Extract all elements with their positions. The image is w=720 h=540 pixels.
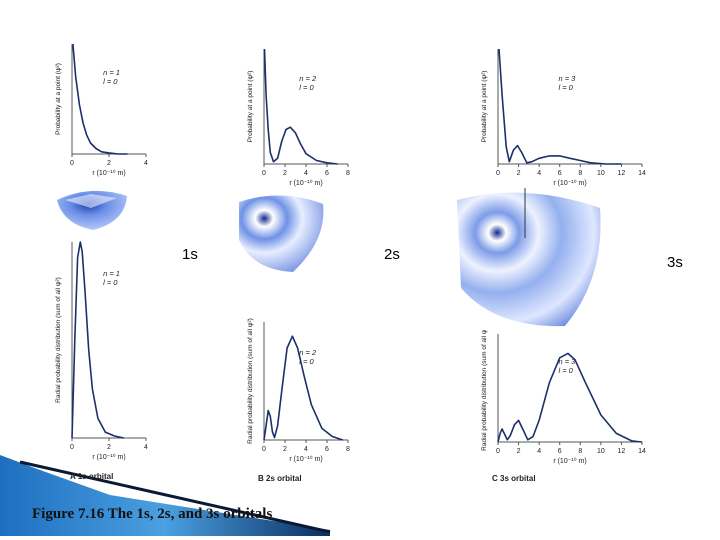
chart-prob-2s: 0 2 4 6 8 r (10⁻¹⁰ m) Probability at a point (… [247,48,350,187]
band-edge [19,460,331,534]
orbital-title-2s: 2s [384,246,400,263]
band-shape [0,455,330,536]
x-tick-label: 14 [638,448,646,455]
y-axis-label: Probability at a point (ψ²) [247,71,254,143]
x-tick-label: 2 [107,160,111,167]
series-line [263,335,344,441]
x-tick-label: 2 [517,170,521,177]
panel-caption-a: A 1s orbital [70,472,113,481]
panel-text-b: 2s orbital [266,474,302,483]
panel-letter-c: C [492,474,498,483]
x-tick-label: 2 [517,448,521,455]
x-tick-label: 10 [597,448,605,455]
x-tick-label: 12 [618,448,626,455]
y-axis-label: Radial probability distribution (sum of … [55,277,62,403]
y-axis-label: Probability at a point (ψ²) [55,63,62,135]
panel-letter-b: B [258,474,264,483]
orbital-title-3s: 3s [667,254,683,271]
series-line [497,352,643,443]
series-line [72,43,128,155]
quantum-n-label: n = 2 [299,348,317,357]
chart-prob-1s: 0 2 4 r (10⁻¹⁰ m) Probability at a point (ψ²… [55,43,148,177]
panel-text-c: 3s orbital [500,474,536,483]
quantum-l-label: l = 0 [299,357,314,366]
panel-letter-a: A [70,472,76,481]
quantum-n-label: n = 3 [558,74,576,83]
x-tick-label: 0 [70,160,74,167]
x-axis-label: r (10⁻¹⁰ m) [553,457,586,465]
x-tick-label: 8 [346,446,350,453]
chart-prob-3s: 0 2 4 6 8 10 12 14 r (10⁻¹⁰ m) Probability at a p… [481,48,646,187]
x-tick-label: 6 [558,170,562,177]
chart-radial-2s: 0 2 4 6 8 r (10⁻¹⁰ m) Radial probability distr… [247,318,350,463]
x-tick-label: 2 [283,446,287,453]
quantum-n-label: n = 1 [103,68,120,77]
x-tick-label: 10 [597,170,605,177]
x-tick-label: 14 [638,170,646,177]
x-axis-label: r (10⁻¹⁰ m) [92,169,125,177]
x-axis-label: r (10⁻¹⁰ m) [553,179,586,187]
quantum-n-label: n = 3 [558,357,576,366]
x-tick-label: 4 [537,170,541,177]
orbital-3s-sphere [457,188,601,327]
orbital-1s-sphere [57,190,127,230]
chart-radial-1s: 0 2 4 r (10⁻¹⁰ m) Radial probability distrib… [55,241,148,461]
x-tick-label: 0 [496,170,500,177]
x-tick-label: 4 [537,448,541,455]
x-tick-label: 6 [558,448,562,455]
x-tick-label: 8 [578,448,582,455]
series-line [498,48,622,165]
y-axis-label: Radial probability distribution (sum of … [481,330,488,451]
figure-caption: Figure 7.16 The 1s, 2s, and 3s orbitals [32,506,273,522]
quantum-l-label: l = 0 [558,83,573,92]
x-tick-label: 4 [144,444,148,451]
quantum-l-label: l = 0 [558,366,573,375]
x-axis-label: r (10⁻¹⁰ m) [289,455,322,463]
x-tick-label: 0 [262,170,266,177]
orbital-2s-sphere [239,195,324,272]
x-tick-label: 6 [325,446,329,453]
quantum-l-label: l = 0 [103,77,118,86]
x-tick-label: 4 [304,446,308,453]
series-line [263,48,338,165]
chart-radial-3s: 0 2 4 6 8 10 12 14 r (10⁻¹⁰ m) Radial probability… [481,330,646,465]
x-tick-label: 12 [618,170,626,177]
y-axis-label: Probability at a point (ψ²) [481,71,488,143]
quantum-l-label: l = 0 [299,83,314,92]
x-axis-label: r (10⁻¹⁰ m) [92,453,125,461]
panel-text-a: 1s orbital [77,472,114,481]
quantum-l-label: l = 0 [103,278,118,287]
x-tick-label: 8 [346,170,350,177]
x-tick-label: 2 [107,444,111,451]
quantum-n-label: n = 2 [299,74,317,83]
panel-caption-b: B 2s orbital [258,474,302,483]
x-tick-label: 4 [144,160,148,167]
series-line [71,241,124,439]
y-axis-label: Radial probability distribution (sum of … [247,318,254,444]
x-tick-label: 0 [262,446,266,453]
x-tick-label: 2 [283,170,287,177]
panel-caption-c: C 3s orbital [492,474,536,483]
x-tick-label: 6 [325,170,329,177]
x-axis-label: r (10⁻¹⁰ m) [289,179,322,187]
x-tick-label: 0 [70,444,74,451]
x-tick-label: 8 [578,170,582,177]
decorative-band [0,455,331,536]
x-tick-label: 4 [304,170,308,177]
x-tick-label: 0 [496,448,500,455]
quantum-n-label: n = 1 [103,269,120,278]
orbital-title-1s: 1s [182,246,198,263]
